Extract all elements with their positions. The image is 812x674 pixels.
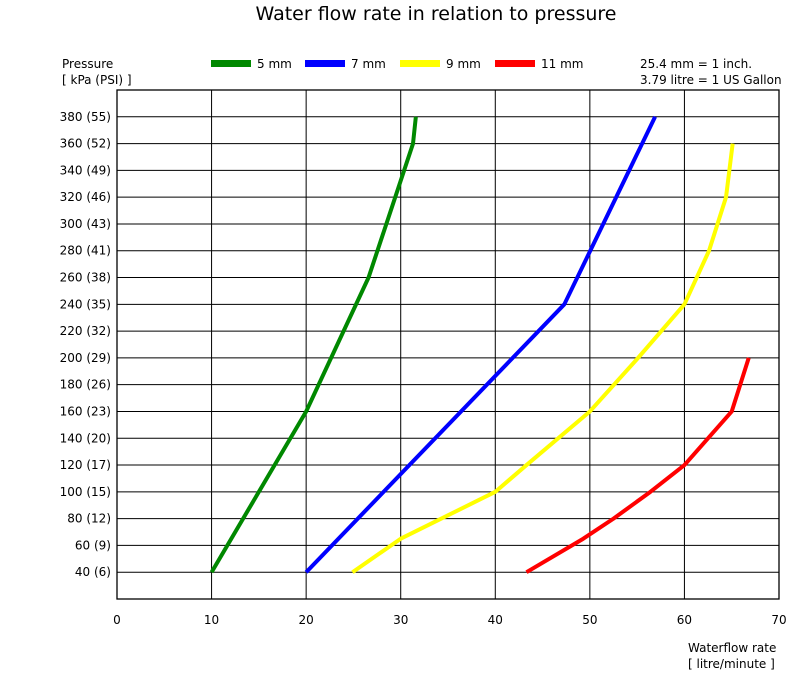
x-tick-label: 70 (771, 613, 786, 627)
chart-title: Water flow rate in relation to pressure (256, 3, 617, 25)
y-tick-label: 40 (6) (75, 565, 111, 579)
series-line-9-mm (351, 143, 735, 574)
series-line-5-mm (209, 116, 418, 574)
series-line-7-mm (304, 115, 657, 574)
note-inch: 25.4 mm = 1 inch. (640, 57, 752, 71)
y-tick-label: 300 (43) (60, 217, 111, 231)
series-line-11-mm (525, 357, 751, 574)
y-tick-label: 360 (52) (60, 137, 111, 151)
y-tick-label: 80 (12) (67, 512, 111, 526)
legend-swatch (400, 60, 440, 67)
legend-swatch (495, 60, 535, 67)
plot-border (116, 89, 780, 600)
x-tick-label: 10 (204, 613, 219, 627)
y-tick-label: 140 (20) (60, 431, 111, 445)
x-tick-label: 40 (488, 613, 503, 627)
y-tick-label: 60 (9) (75, 538, 111, 552)
x-tick-label: 0 (113, 613, 121, 627)
grid (116, 89, 780, 600)
legend-label: 5 mm (257, 57, 292, 71)
y-tick-label: 240 (35) (60, 297, 111, 311)
series-lines (209, 115, 751, 574)
y-tick-label: 160 (23) (60, 404, 111, 418)
y-tick-label: 260 (38) (60, 271, 111, 285)
y-tick-label: 200 (29) (60, 351, 111, 365)
note-gallon: 3.79 litre = 1 US Gallon (640, 73, 782, 87)
x-tick-label: 20 (299, 613, 314, 627)
x-axis-label: Waterflow rate (688, 641, 776, 655)
legend-label: 9 mm (446, 57, 481, 71)
y-axis-unit: [ kPa (PSI) ] (62, 73, 132, 87)
legend-swatch (305, 60, 345, 67)
y-tick-label: 120 (17) (60, 458, 111, 472)
legend-label: 11 mm (541, 57, 583, 71)
legend: 5 mm 7 mm 9 mm 11 mm (211, 57, 583, 71)
y-axis-label: Pressure (62, 57, 113, 71)
y-tick-label: 220 (32) (60, 324, 111, 338)
y-tick-label: 340 (49) (60, 163, 111, 177)
x-tick-label: 30 (393, 613, 408, 627)
y-tick-label: 320 (46) (60, 190, 111, 204)
x-tick-label: 60 (677, 613, 692, 627)
legend-label: 7 mm (351, 57, 386, 71)
y-tick-label: 380 (55) (60, 110, 111, 124)
x-tick-label: 50 (582, 613, 597, 627)
legend-swatch (211, 60, 251, 67)
y-tick-label: 100 (15) (60, 485, 111, 499)
y-tick-label: 180 (26) (60, 378, 111, 392)
tick-labels: 0 10 20 30 40 50 60 70 40 (6) 60 (9) 80 (12) 100 (1… (60, 110, 787, 627)
y-tick-label: 280 (41) (60, 244, 111, 258)
x-axis-unit: [ litre/minute ] (688, 657, 775, 671)
